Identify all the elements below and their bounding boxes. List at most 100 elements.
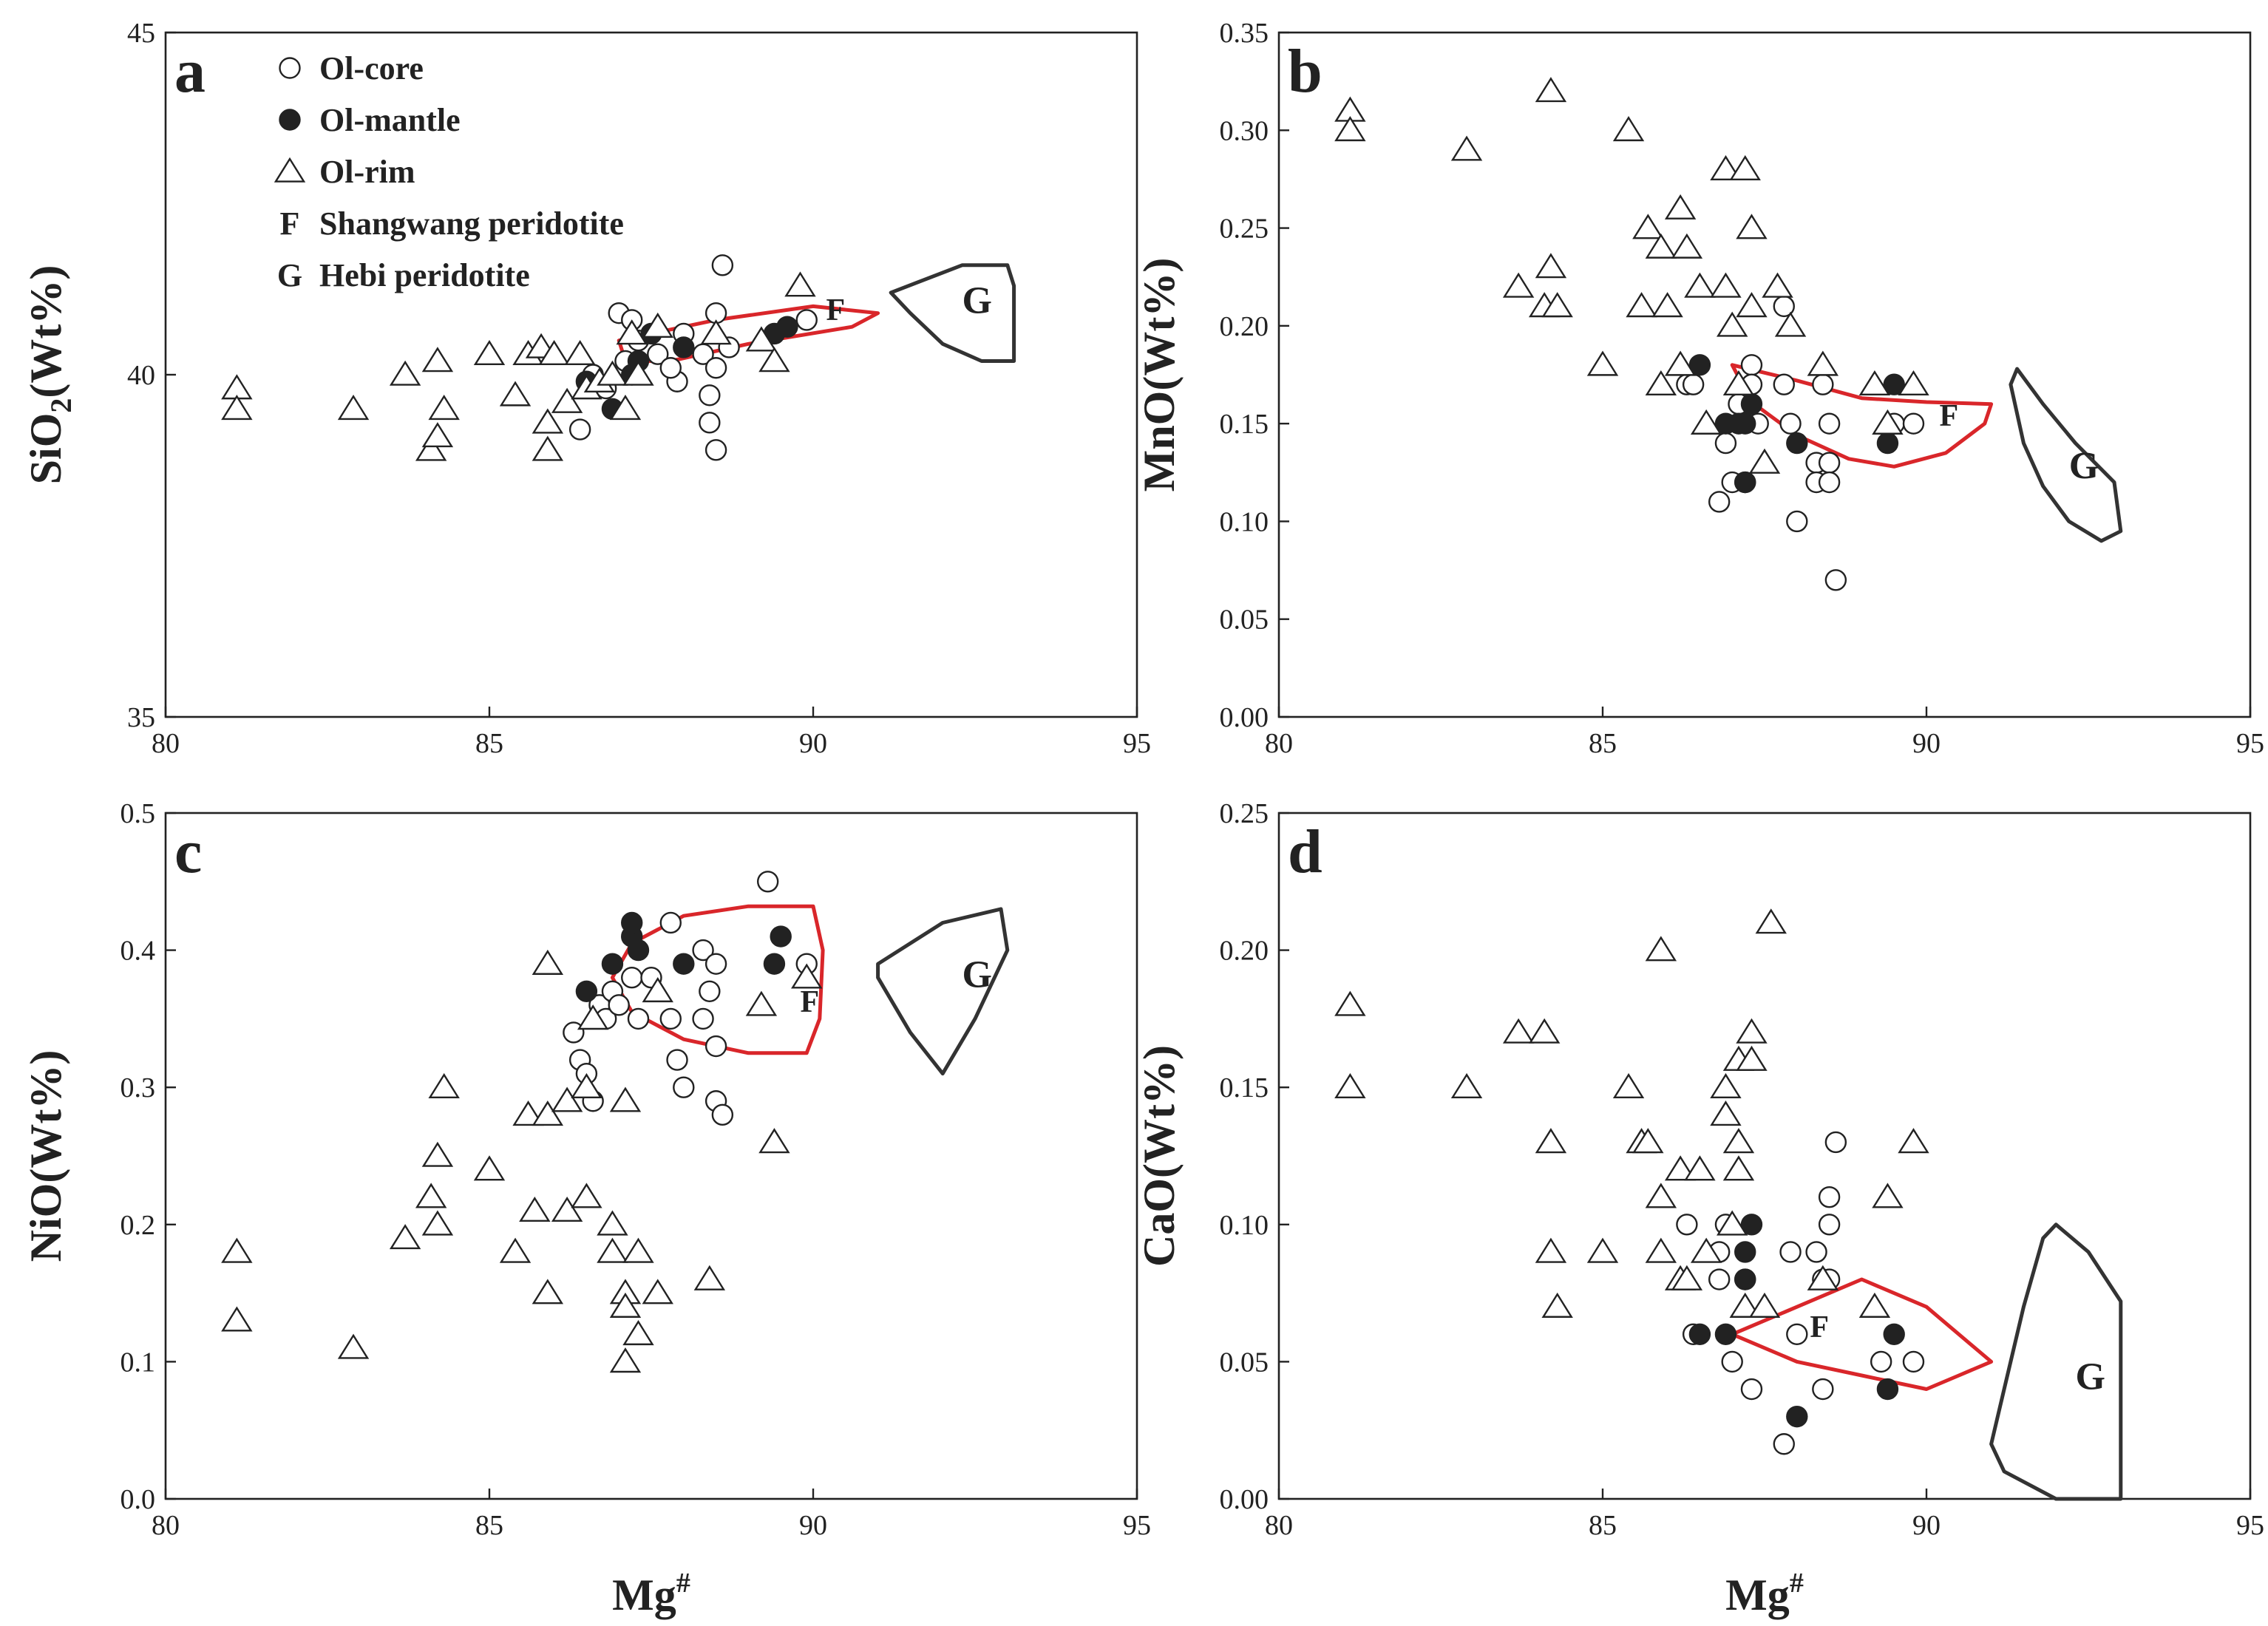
data-point-ol-rim — [1535, 77, 1567, 103]
data-point-ol-core — [692, 1007, 714, 1030]
legend-symbol-filled-circle — [279, 109, 301, 131]
y-tick-label: 0.00 — [1220, 702, 1269, 733]
data-point-ol-rim — [642, 977, 673, 1003]
panel-c: 80 85 90 95 0.0 0.1 0.2 0.3 0.4 0.5 c NiO(Wt%) Mg# F G — [21, 798, 1151, 1619]
data-point-ol-mantle — [1734, 1241, 1756, 1263]
y-tick-label: 0.05 — [1220, 605, 1269, 636]
series-ol-mantle — [1688, 1214, 1905, 1428]
data-point-ol-core — [1812, 1378, 1834, 1401]
panel-d: 80 85 90 95 0.00 0.05 0.10 0.15 0.20 0.25 d CaO(Wt%… — [1135, 798, 2264, 1619]
x-tick-label: 80 — [1265, 728, 1293, 759]
x-tick-label: 95 — [2236, 1510, 2264, 1541]
data-point-ol-rim — [499, 1237, 532, 1263]
data-point-ol-rim — [1671, 1265, 1703, 1290]
data-point-ol-rim — [1872, 1183, 1904, 1208]
data-point-ol-rim — [1722, 1128, 1755, 1154]
y-tick-label: 0.20 — [1220, 311, 1269, 342]
data-point-ol-core — [1773, 373, 1795, 395]
data-point-ol-rim — [532, 1101, 564, 1126]
x-tick-label: 90 — [1912, 1510, 1941, 1541]
plot-frame — [1277, 812, 2252, 1500]
data-point-ol-core — [704, 357, 727, 379]
data-point-ol-core — [704, 439, 727, 461]
data-point-ol-core — [1779, 1241, 1802, 1263]
x-tick-label: 95 — [1123, 728, 1151, 759]
data-point-ol-mantle — [1876, 432, 1899, 455]
data-point-ol-rim — [415, 1183, 447, 1208]
data-point-ol-rim — [415, 435, 447, 461]
data-point-ol-rim — [221, 1306, 253, 1332]
data-point-ol-rim — [421, 422, 454, 448]
legend-label: Shangwang peridotite — [319, 205, 624, 242]
data-point-ol-rim — [758, 1128, 790, 1154]
y-tick-label: 0.00 — [1220, 1484, 1269, 1515]
data-point-ol-mantle — [763, 953, 786, 975]
data-point-ol-core — [659, 1007, 682, 1030]
data-point-ol-mantle — [627, 939, 650, 962]
x-tick-label: 90 — [799, 728, 827, 759]
field-F-label: F — [800, 985, 819, 1019]
y-tick-label: 0.15 — [1220, 1072, 1269, 1103]
legend-label: Ol-mantle — [319, 102, 461, 138]
data-point-ol-core — [704, 1035, 727, 1058]
data-point-ol-rim — [745, 326, 778, 352]
data-point-ol-rim — [1645, 370, 1677, 396]
data-point-ol-rim — [622, 360, 654, 386]
data-point-ol-rim — [1858, 1292, 1891, 1318]
data-point-ol-mantle — [1688, 1323, 1711, 1345]
series-ol-core — [563, 871, 818, 1126]
x-axis-title-main: Mg — [612, 1571, 676, 1619]
data-point-ol-mantle — [1786, 432, 1808, 455]
data-point-ol-core — [621, 967, 643, 989]
legend-item: Ol-rim — [274, 154, 415, 190]
data-point-ol-core — [699, 980, 721, 1002]
panel-b: 80 85 90 95 0.00 0.05 0.10 0.15 0.20 0.25 0.30 0.35… — [1135, 18, 2264, 759]
data-point-ol-core — [666, 1049, 688, 1071]
data-point-ol-core — [1818, 1186, 1841, 1208]
y-axis-title: MnO(Wt%) — [1135, 258, 1184, 492]
data-point-ol-core — [1676, 1214, 1698, 1236]
data-point-ol-rim — [597, 1210, 628, 1236]
data-point-ol-core — [1682, 373, 1705, 395]
x-tick-label: 95 — [2236, 728, 2264, 759]
data-point-ol-core — [1721, 1350, 1743, 1373]
data-point-ol-rim — [1755, 908, 1787, 934]
data-point-ol-rim — [1858, 370, 1891, 396]
data-point-ol-rim — [499, 381, 532, 406]
data-point-ol-rim — [421, 1210, 454, 1236]
data-point-ol-rim — [1690, 1237, 1722, 1263]
data-point-ol-rim — [1645, 936, 1677, 962]
data-point-ol-rim — [642, 312, 673, 338]
y-axis-title-main: MnO(Wt%) — [1135, 258, 1184, 492]
y-axis-title-subscript: 2 — [44, 398, 78, 413]
data-point-ol-rim — [1774, 311, 1807, 337]
data-point-ol-core — [756, 871, 779, 893]
data-point-ol-rim — [551, 387, 583, 413]
data-point-ol-rim — [1541, 1292, 1573, 1318]
panel-letter: c — [174, 817, 202, 886]
legend-symbol-letter: F — [280, 205, 300, 242]
data-point-ol-rim — [1710, 154, 1742, 181]
data-point-ol-core — [1714, 432, 1737, 455]
plot-frame — [1277, 31, 2252, 718]
y-tick-label: 0.10 — [1220, 1210, 1269, 1241]
y-tick-label: 0.15 — [1220, 409, 1269, 440]
data-point-ol-rim — [597, 360, 628, 386]
field-G-label: G — [2069, 445, 2099, 487]
series-ol-rim — [1334, 908, 1929, 1318]
data-point-ol-core — [699, 384, 721, 406]
x-axis-title: Mg# — [612, 1568, 690, 1619]
x-axis-title: Mg# — [1725, 1568, 1804, 1619]
data-point-ol-mantle — [1714, 1323, 1737, 1345]
data-point-ol-rim — [1684, 1155, 1716, 1181]
x-tick-label: 90 — [799, 1510, 827, 1541]
data-point-ol-rim — [421, 1141, 454, 1167]
field-F-label: F — [826, 293, 846, 327]
data-point-ol-mantle — [621, 911, 643, 934]
y-axis-title: CaO(Wt%) — [1135, 1045, 1184, 1267]
y-tick-label: 45 — [127, 18, 155, 49]
data-point-ol-rim — [1586, 350, 1619, 376]
y-tick-label: 0.5 — [120, 798, 156, 829]
